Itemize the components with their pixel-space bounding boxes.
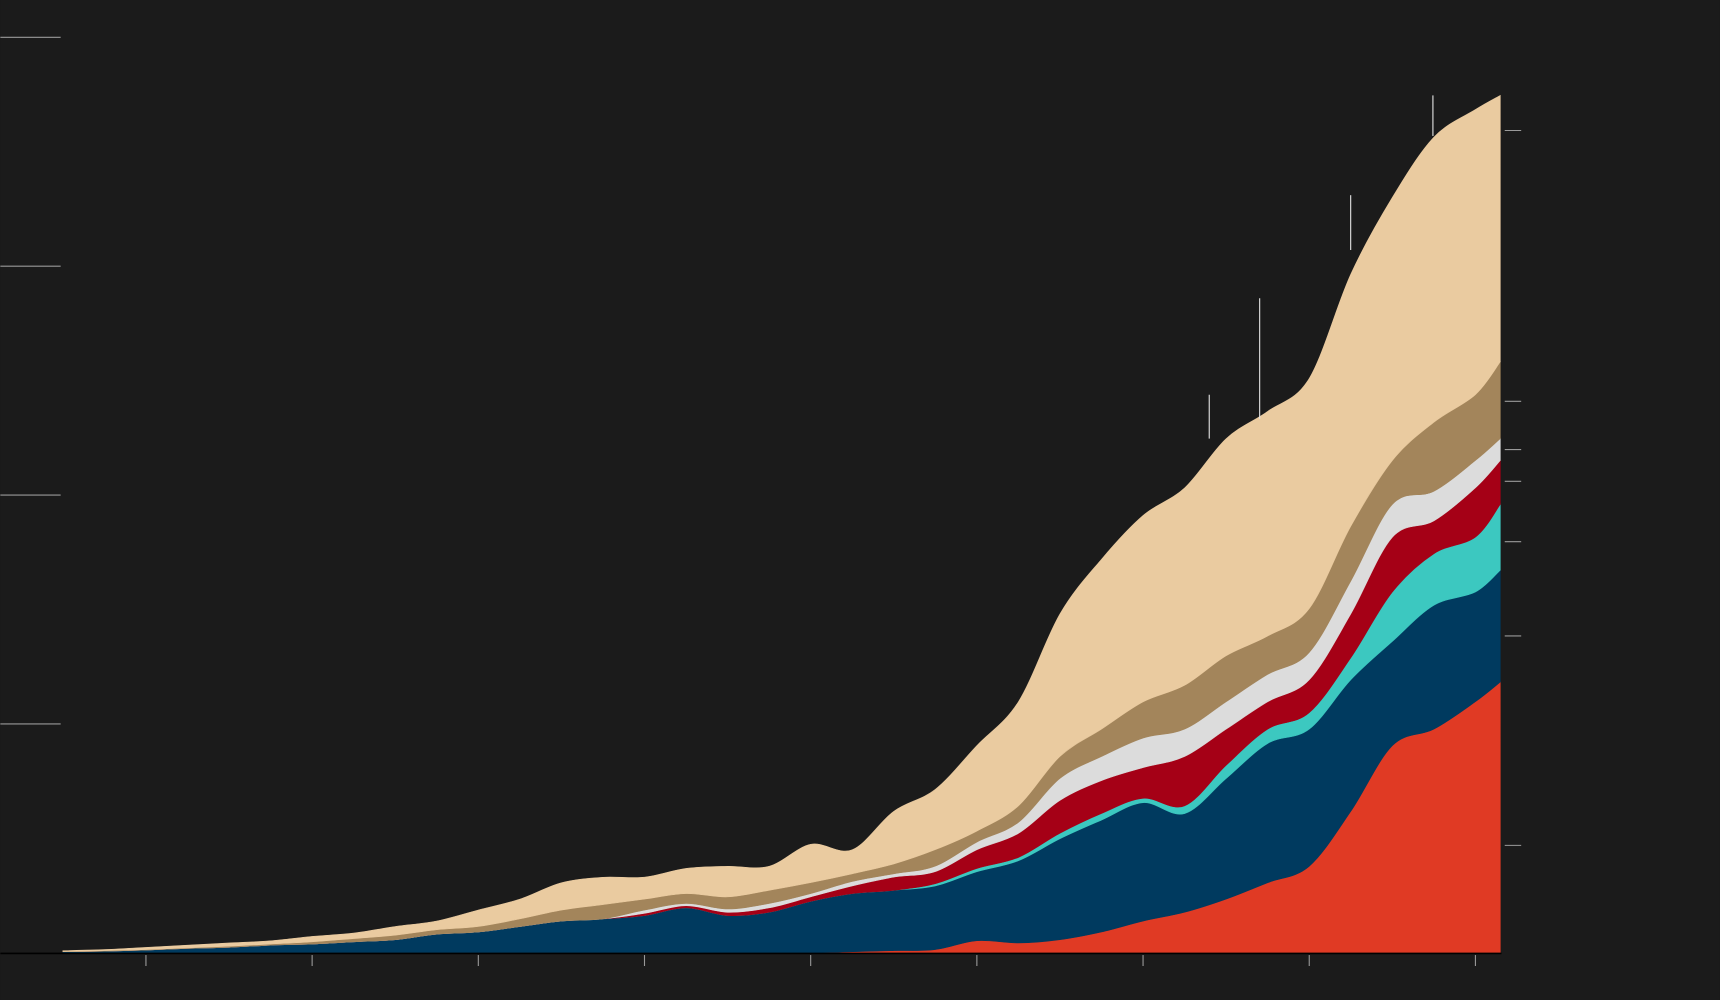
area: [62, 94, 1501, 952]
annotation-markers: [1208, 95, 1434, 439]
